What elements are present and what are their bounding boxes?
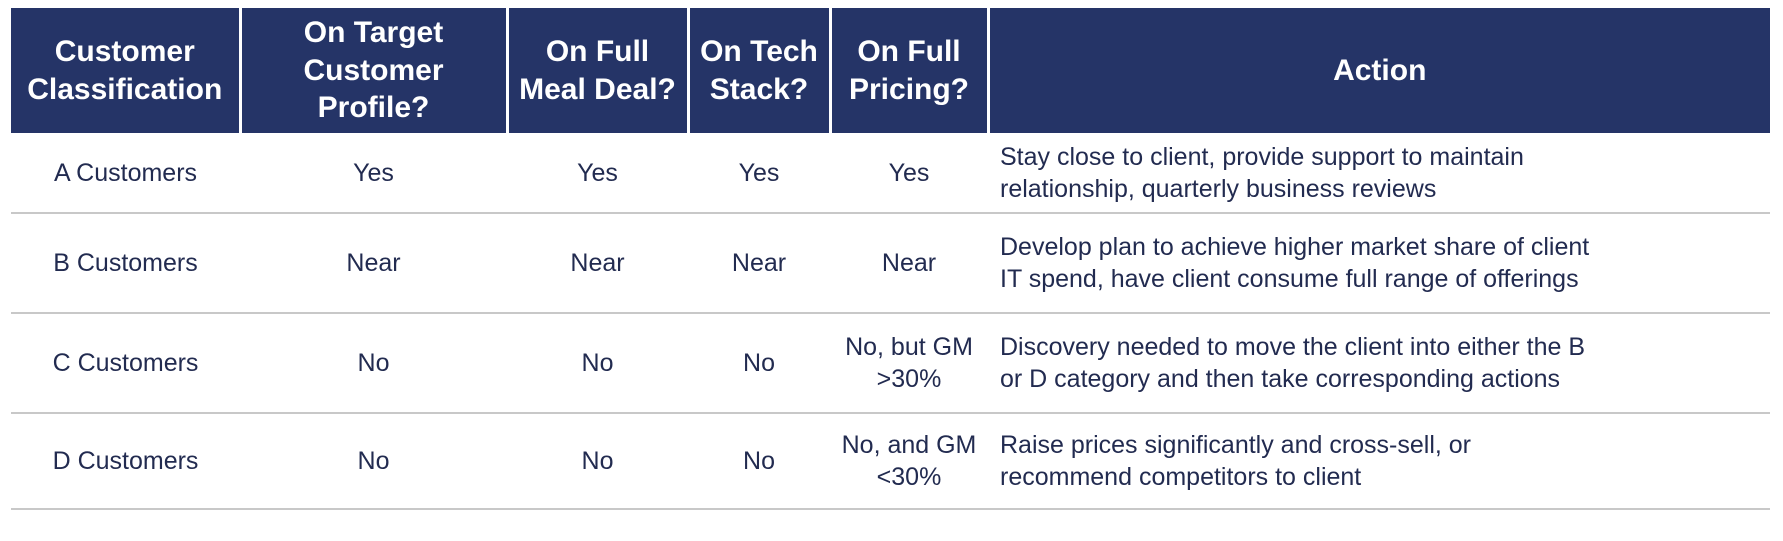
cell-tech-stack: No (743, 349, 775, 377)
cell-action: Stay close to client, provide support to… (1000, 142, 1524, 203)
header-row: Customer Classification On Target Custom… (11, 8, 1770, 133)
cell-meal-deal: No (581, 447, 614, 475)
cell-tech-stack: No (743, 447, 775, 475)
cell-pricing: Near (881, 249, 937, 277)
cell-classification: A Customers (53, 158, 198, 187)
column-header-on-tech-stack: On Tech Stack? (686, 8, 830, 133)
table-row-a-customers: A Customers Yes Yes Yes Yes Stay close t… (11, 133, 1770, 213)
column-header-on-full-pricing: On Full Pricing? (828, 8, 988, 133)
cell-meal-deal: No (581, 349, 614, 377)
column-header-on-full-meal-deal: On Full Meal Deal? (505, 8, 688, 133)
cell-classification: D Customers (52, 447, 199, 475)
column-header-action: Action (986, 8, 1770, 133)
cell-action: Develop plan to achieve higher market sh… (1000, 233, 1590, 293)
table-body: A Customers Yes Yes Yes Yes Stay close t… (11, 133, 1770, 509)
column-header-on-target-customer-profile: On Target Customer Profile? (238, 8, 507, 133)
cell-classification: B Customers (53, 249, 198, 277)
cell-meal-deal: Yes (577, 158, 618, 187)
cell-tech-stack: Yes (738, 158, 780, 187)
cell-target-profile: Yes (353, 158, 394, 187)
cell-pricing: No, but GM >30% (845, 333, 973, 393)
table-row-d-customers: D Customers No No No No, and GM <30% Rai… (11, 413, 1770, 509)
cell-target-profile: No (357, 349, 390, 377)
table-header: Customer Classification On Target Custom… (11, 8, 1770, 133)
cell-target-profile: Near (346, 249, 401, 277)
cell-tech-stack: Near (731, 249, 787, 277)
cell-action: Raise prices significantly and cross-sel… (1000, 431, 1472, 491)
table-row-b-customers: B Customers Near Near Near Near Develop … (11, 213, 1770, 313)
cell-action: Discovery needed to move the client into… (1000, 333, 1586, 393)
cell-meal-deal: Near (570, 249, 625, 277)
cell-pricing: No, and GM <30% (841, 431, 977, 491)
column-header-customer-classification: Customer Classification (11, 8, 240, 133)
cell-classification: C Customers (52, 349, 199, 377)
cell-target-profile: No (357, 447, 390, 475)
table-row-c-customers: C Customers No No No No, but GM >30% Dis… (11, 313, 1770, 413)
customer-classification-table: Customer Classification On Target Custom… (11, 8, 1770, 510)
cell-pricing: Yes (888, 158, 930, 187)
customer-classification-table-container: Customer Classification On Target Custom… (11, 8, 1770, 510)
